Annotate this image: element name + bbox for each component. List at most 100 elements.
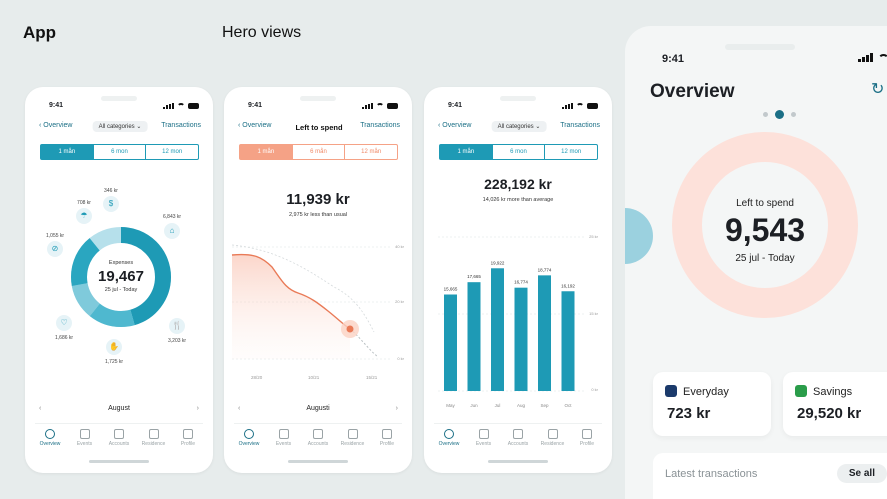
tab-label: Residence — [141, 441, 166, 447]
period-1-month[interactable]: 1 mån — [41, 145, 94, 159]
month-switcher: ‹ Augusti › — [238, 405, 398, 417]
tab-overview[interactable]: Overview — [35, 429, 65, 451]
donut-center: Expenses 19,467 25 jul - Today — [81, 260, 161, 293]
carousel-dot[interactable] — [791, 112, 796, 117]
y-tick: 0 kr — [397, 356, 404, 361]
period-1-month[interactable]: 1 mån — [240, 145, 293, 159]
tab-events[interactable]: Events — [70, 429, 100, 451]
back-label: Overview — [43, 122, 73, 129]
home-indicator — [89, 460, 149, 463]
x-tick: 10/21 — [308, 375, 320, 380]
bar-month-label: Jun — [470, 403, 478, 408]
period-6-month[interactable]: 6 mon — [94, 145, 147, 159]
account-amount: 723 kr — [667, 405, 711, 422]
signal-icon — [858, 53, 873, 62]
bar-oct[interactable] — [561, 291, 575, 391]
bar-jul[interactable] — [491, 268, 504, 391]
bar-sep[interactable] — [538, 275, 551, 391]
status-indicators — [163, 103, 199, 109]
status-bar: 9:41 — [248, 102, 398, 112]
bar-value-label: 15,665 — [444, 287, 458, 292]
tab-profile[interactable]: Profile — [372, 429, 402, 451]
period-12-month[interactable]: 12 mon — [162, 149, 183, 155]
bar-aug[interactable] — [514, 287, 528, 391]
category-filter-label: All categories — [497, 124, 534, 130]
carousel-dot[interactable] — [763, 112, 768, 117]
tab-accounts[interactable]: Accounts — [104, 429, 134, 451]
category-amount: 1,686 kr — [55, 335, 74, 341]
signal-icon — [362, 103, 373, 109]
bar-may[interactable] — [444, 294, 457, 391]
refresh-icon[interactable]: ↻ — [871, 81, 885, 98]
back-button[interactable]: ‹ Overview — [238, 122, 272, 129]
home-indicator — [288, 460, 348, 463]
previous-card-peek[interactable] — [625, 208, 653, 264]
tab-events[interactable]: Events — [269, 429, 299, 451]
tab-label: Events — [475, 441, 492, 447]
tab-profile[interactable]: Profile — [173, 429, 203, 451]
bar-month-label: Oct — [564, 403, 572, 408]
next-month-icon[interactable]: › — [196, 405, 199, 412]
residence-icon — [547, 429, 558, 439]
transactions-link[interactable]: Transactions — [560, 122, 600, 129]
status-time: 9:41 — [248, 102, 263, 109]
status-time: 9:41 — [448, 102, 463, 109]
prev-month-icon[interactable]: ‹ — [39, 405, 42, 412]
account-card-everyday[interactable]: Everyday 723 kr — [653, 372, 771, 436]
next-month-icon[interactable]: › — [395, 405, 398, 412]
category-money[interactable]: 346 kr $ — [103, 188, 119, 212]
tab-events[interactable]: Events — [469, 429, 499, 451]
profile-icon — [183, 429, 193, 439]
transactions-link[interactable]: Transactions — [360, 122, 400, 129]
tab-overview[interactable]: Overview — [234, 429, 264, 451]
period-6-month[interactable]: 6 mån — [293, 145, 346, 159]
tab-accounts[interactable]: Accounts — [303, 429, 333, 451]
y-tick: 0 kr — [591, 387, 598, 392]
cutlery-icon: 🍴 — [169, 318, 186, 334]
left-to-spend-note: 2,975 kr less than usual — [288, 212, 348, 218]
account-name: Everyday — [683, 386, 729, 398]
tab-residence[interactable]: Residence — [139, 429, 169, 451]
month-label: Augusti — [306, 405, 330, 412]
tab-label: Events — [76, 441, 93, 447]
tab-residence[interactable]: Residence — [538, 429, 568, 451]
tab-label: Profile — [579, 441, 595, 447]
category-transport[interactable]: 1,055 kr ⊘ — [46, 233, 64, 257]
back-button[interactable]: ‹ Overview — [39, 122, 73, 129]
period-6-month[interactable]: 6 mon — [493, 145, 546, 159]
prev-month-icon[interactable]: ‹ — [238, 405, 241, 412]
monthly-bar-chart: 15,665 May 17,665 Jun 19,922 Jul 16,774 Aug 18,7… — [438, 236, 584, 408]
category-umbrella[interactable]: 708 kr ☂ — [76, 200, 92, 224]
left-to-spend-value: 11,939 kr — [286, 191, 350, 208]
y-tick: 40 kr — [395, 244, 404, 249]
bar-jun[interactable] — [467, 282, 481, 391]
category-food[interactable]: 🍴 3,203 kr — [168, 318, 186, 344]
tab-profile[interactable]: Profile — [572, 429, 602, 451]
back-button[interactable]: ‹ Overview — [438, 122, 472, 129]
period-12-month[interactable]: 12 mån — [361, 149, 382, 155]
category-filter[interactable]: All categories ⌄ — [491, 121, 547, 132]
period-12-month[interactable]: 12 mon — [561, 149, 582, 155]
carousel-dot-active[interactable] — [775, 110, 784, 119]
category-home[interactable]: 6,843 kr ⌂ — [163, 214, 181, 239]
wifi-icon — [878, 54, 887, 62]
month-switcher: ‹ August › — [39, 405, 199, 417]
y-tick: 15 kr — [589, 311, 598, 316]
category-health[interactable]: ♡ 1,686 kr — [55, 315, 73, 341]
tab-overview[interactable]: Overview — [434, 429, 464, 451]
signal-icon — [163, 103, 174, 109]
tab-residence[interactable]: Residence — [338, 429, 368, 451]
category-shopping[interactable]: ✋ 1,725 kr — [105, 339, 123, 365]
accounts-icon — [313, 429, 323, 439]
account-card-savings[interactable]: Savings 29,520 kr — [783, 372, 887, 436]
nav-bar: ‹ Overview All categories ⌄ Transactions — [39, 121, 201, 134]
category-filter[interactable]: All categories ⌄ — [92, 121, 148, 132]
tab-label: Events — [275, 441, 292, 447]
tab-accounts[interactable]: Accounts — [503, 429, 533, 451]
transactions-link[interactable]: Transactions — [161, 122, 201, 129]
period-1-month[interactable]: 1 mån — [440, 145, 493, 159]
see-all-button[interactable]: Se all — [836, 464, 887, 483]
nav-bar: ‹ Overview Left to spend Transactions — [238, 122, 400, 134]
dollar-icon: $ — [103, 196, 119, 212]
phone-expenses-donut: 9:41 ‹ Overview All categories ⌄ Transac… — [25, 87, 213, 473]
